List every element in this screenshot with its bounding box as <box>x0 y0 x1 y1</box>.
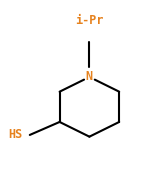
Text: HS: HS <box>8 128 22 142</box>
Text: i-Pr: i-Pr <box>75 14 104 27</box>
Text: N: N <box>86 70 93 84</box>
